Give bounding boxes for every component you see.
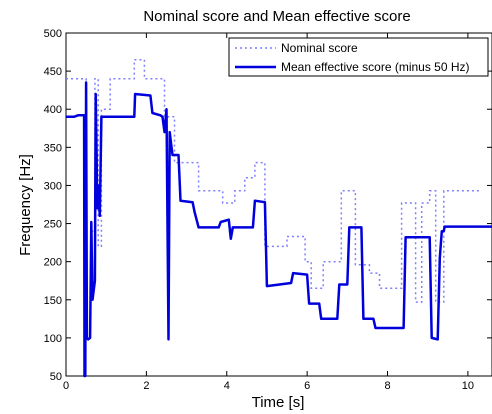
- series-line-mean-effective-score: [66, 81, 492, 378]
- y-tick-label: 150: [44, 295, 62, 307]
- x-axis-label: Time [s]: [252, 394, 305, 411]
- y-tick-label: 200: [44, 257, 62, 269]
- plot-area: [65, 32, 492, 377]
- legend-label-nominal: Nominal score: [281, 41, 358, 55]
- x-tick-label: 6: [304, 380, 310, 392]
- x-tick-label: 2: [143, 380, 149, 392]
- legend-box: [228, 37, 489, 77]
- y-tick-label: 50: [50, 371, 62, 383]
- x-tick-label: 10: [462, 380, 474, 392]
- series-layer: [66, 58, 492, 378]
- x-tick-label: 4: [224, 380, 230, 392]
- chart-title: Nominal score and Mean effective score: [143, 8, 410, 25]
- x-tick-label: 0: [63, 380, 69, 392]
- y-tick-label: 450: [44, 66, 62, 78]
- legend: Nominal score Mean effective score (minu…: [228, 37, 489, 77]
- y-tick-label: 300: [44, 180, 62, 192]
- y-tick-label: 350: [44, 142, 62, 154]
- y-tick-label: 500: [44, 28, 62, 40]
- y-axis-label: Frequency [Hz]: [17, 154, 34, 256]
- tick-layer: 0 2 4 6 8 10 50 100 150 200 250 300 350 400 450 500: [44, 28, 492, 392]
- y-tick-label: 100: [44, 333, 62, 345]
- x-tick-label: 8: [384, 380, 390, 392]
- legend-label-mean-effective: Mean effective score (minus 50 Hz): [281, 60, 470, 74]
- y-tick-label: 250: [44, 219, 62, 231]
- y-tick-label: 400: [44, 104, 62, 116]
